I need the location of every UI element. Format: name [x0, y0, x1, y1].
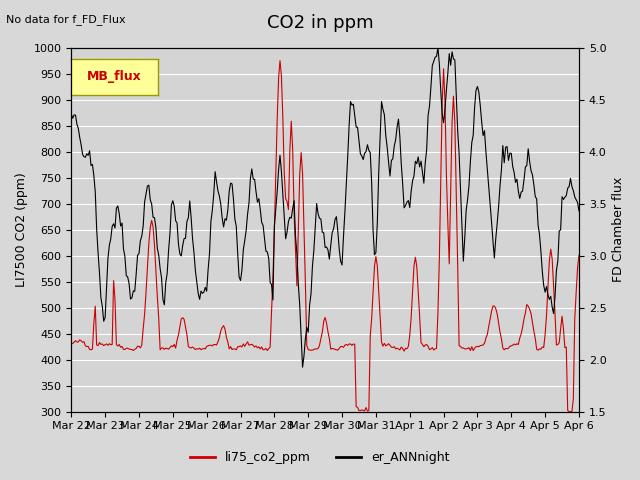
Y-axis label: LI7500 CO2 (ppm): LI7500 CO2 (ppm): [15, 172, 28, 287]
Y-axis label: FD Chamber flux: FD Chamber flux: [612, 177, 625, 282]
Text: No data for f_FD_Flux: No data for f_FD_Flux: [6, 14, 126, 25]
Legend: li75_co2_ppm, er_ANNnight: li75_co2_ppm, er_ANNnight: [186, 446, 454, 469]
Text: CO2 in ppm: CO2 in ppm: [267, 14, 373, 33]
